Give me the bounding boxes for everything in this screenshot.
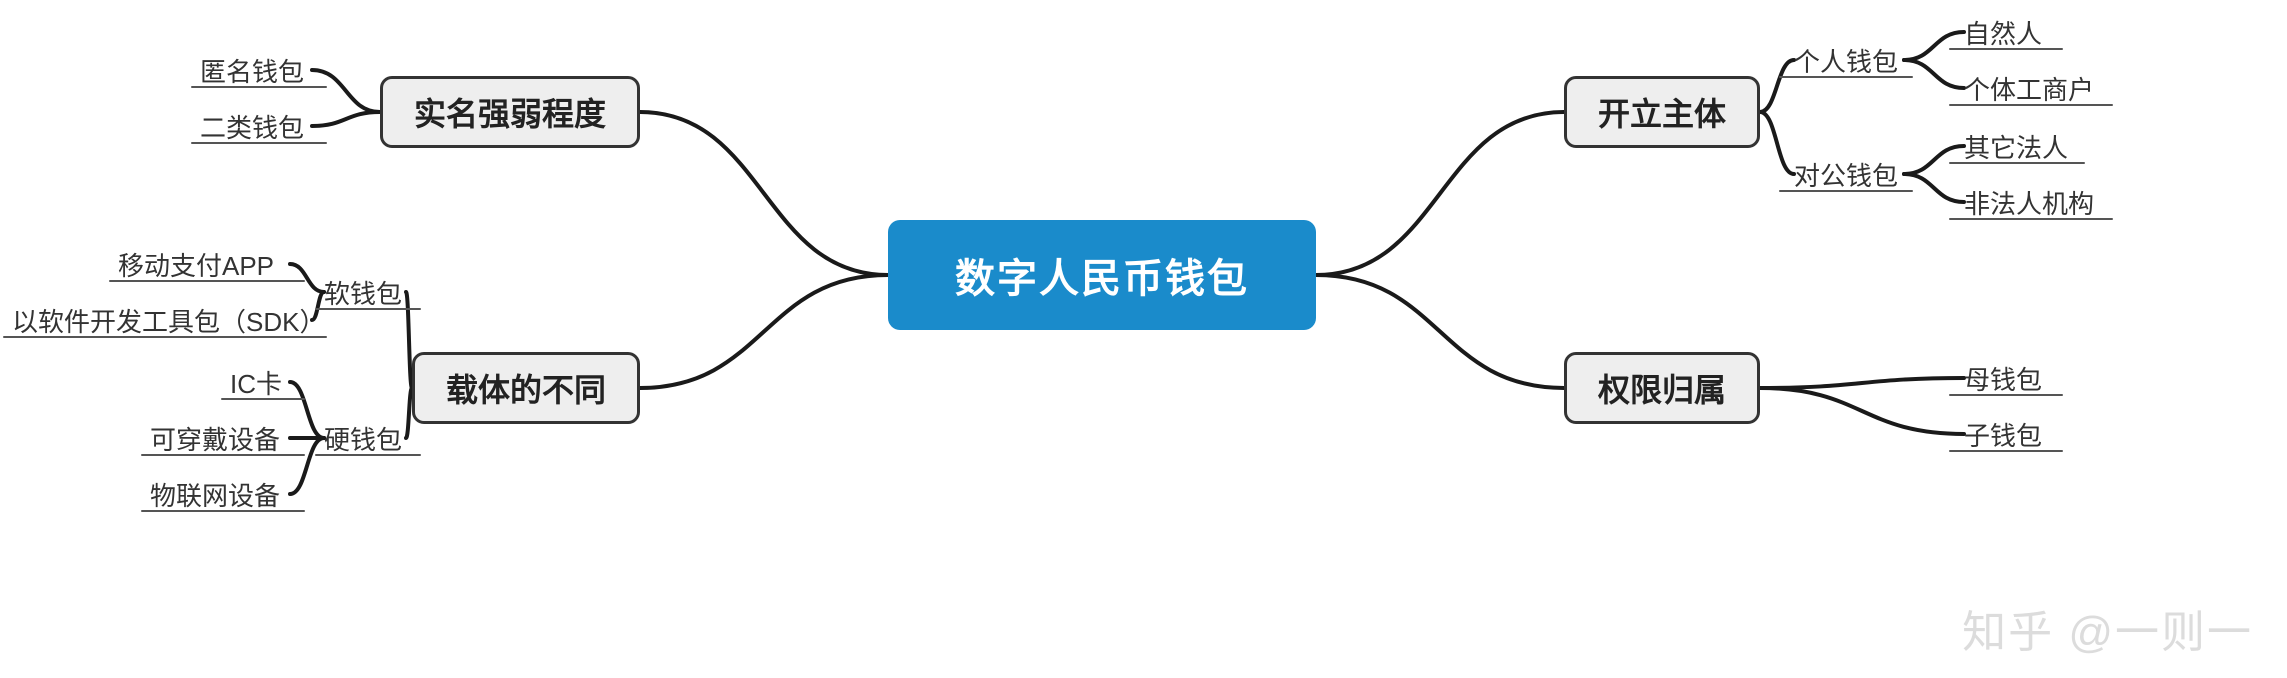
edges-layer — [0, 0, 2287, 678]
mid-hard-wallet: 硬钱包 — [324, 418, 406, 458]
watermark: 知乎 @一则一 — [1962, 596, 2253, 660]
leaf-sdk: 以软件开发工具包（SDK） — [12, 300, 312, 340]
leaf-anonymous: 匿名钱包 — [200, 50, 312, 90]
leaf-child: 子钱包 — [1964, 414, 2054, 454]
leaf-otherlegal: 其它法人 — [1964, 126, 2076, 166]
branch-subject: 开立主体 — [1564, 76, 1760, 148]
branch-carrier: 载体的不同 — [412, 352, 640, 424]
mid-corp-wallet: 对公钱包 — [1794, 154, 1904, 194]
mindmap-canvas: 数字人民币钱包 实名强弱程度 载体的不同 开立主体 权限归属 软钱包 硬钱包 个… — [0, 0, 2287, 678]
root-node: 数字人民币钱包 — [888, 220, 1316, 330]
leaf-tier2: 二类钱包 — [200, 106, 312, 146]
mid-soft-wallet: 软钱包 — [324, 272, 406, 312]
leaf-wearable: 可穿戴设备 — [150, 418, 290, 458]
mid-personal-wallet: 个人钱包 — [1794, 40, 1904, 80]
leaf-natural: 自然人 — [1964, 12, 2054, 52]
branch-realname: 实名强弱程度 — [380, 76, 640, 148]
leaf-nonlegal: 非法人机构 — [1964, 182, 2104, 222]
leaf-ic: IC卡 — [230, 362, 290, 402]
branch-permission: 权限归属 — [1564, 352, 1760, 424]
leaf-iot: 物联网设备 — [150, 474, 290, 514]
leaf-individual: 个体工商户 — [1964, 68, 2104, 108]
leaf-app: 移动支付APP — [118, 244, 290, 284]
leaf-parent: 母钱包 — [1964, 358, 2054, 398]
